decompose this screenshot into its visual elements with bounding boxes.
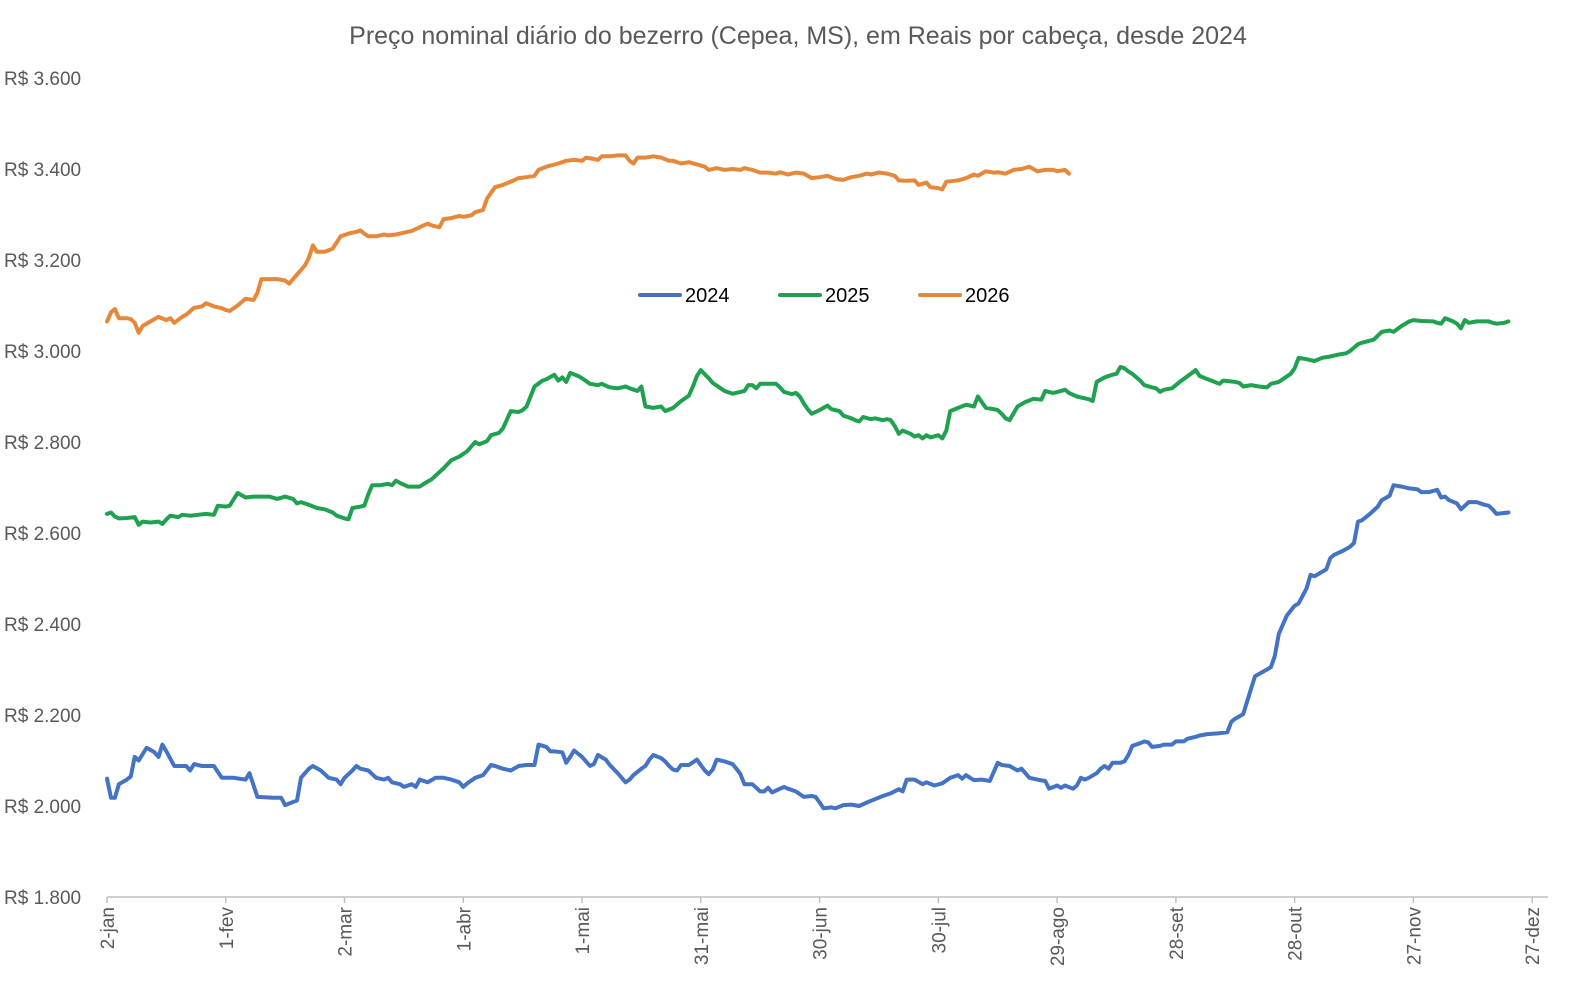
y-tick-label: R$ 2.200 [4, 706, 81, 727]
y-axis-ticks: R$ 1.800 R$ 2.000 R$ 2.200 R$ 2.400 R$ 2.600… [4, 69, 81, 909]
y-tick-label: R$ 3.200 [4, 251, 81, 272]
y-tick-label: R$ 3.400 [4, 160, 81, 181]
y-tick-label: R$ 3.000 [4, 342, 81, 363]
y-tick-label: R$ 2.800 [4, 433, 81, 454]
x-tick-label: 31-mai [692, 907, 713, 965]
x-tick-label: 29-ago [1048, 907, 1069, 966]
x-tick-label: 1-fev [217, 907, 238, 950]
x-tick-label: 28-out [1286, 906, 1307, 961]
legend-label-2024: 2024 [685, 285, 730, 307]
legend: 2024 2025 2026 [638, 285, 1010, 307]
x-tick-label: 30-jul [929, 907, 950, 953]
y-tick-label: R$ 2.400 [4, 615, 81, 636]
x-tick-label: 1-abr [454, 906, 475, 951]
y-tick-label: R$ 1.800 [4, 888, 81, 909]
x-tick-label: 1-mai [573, 907, 594, 955]
series-line-2026 [105, 153, 1071, 335]
series-layer [105, 153, 1511, 811]
y-tick-label: R$ 3.600 [4, 69, 81, 90]
legend-label-2026: 2026 [965, 285, 1010, 307]
x-tick-label: 2-jan [98, 907, 119, 949]
y-tick-label: R$ 2.600 [4, 524, 81, 545]
chart-title: Preço nominal diário do bezerro (Cepea, … [349, 22, 1247, 50]
x-tick-label: 30-jun [811, 907, 832, 960]
series-line-2025 [105, 316, 1511, 527]
x-tick-label: 28-set [1167, 906, 1188, 960]
y-tick-label: R$ 2.000 [4, 797, 81, 818]
x-tick-label: 27-nov [1404, 907, 1425, 966]
x-tick-label: 27-dez [1523, 907, 1544, 965]
x-axis: 2-jan 1-fev 2-mar 1-abr 1-mai 31-mai 30-jun 30-… [98, 896, 1548, 966]
legend-label-2025: 2025 [825, 285, 870, 307]
x-tick-label: 2-mar [336, 906, 357, 956]
series-line-2024 [105, 483, 1511, 811]
